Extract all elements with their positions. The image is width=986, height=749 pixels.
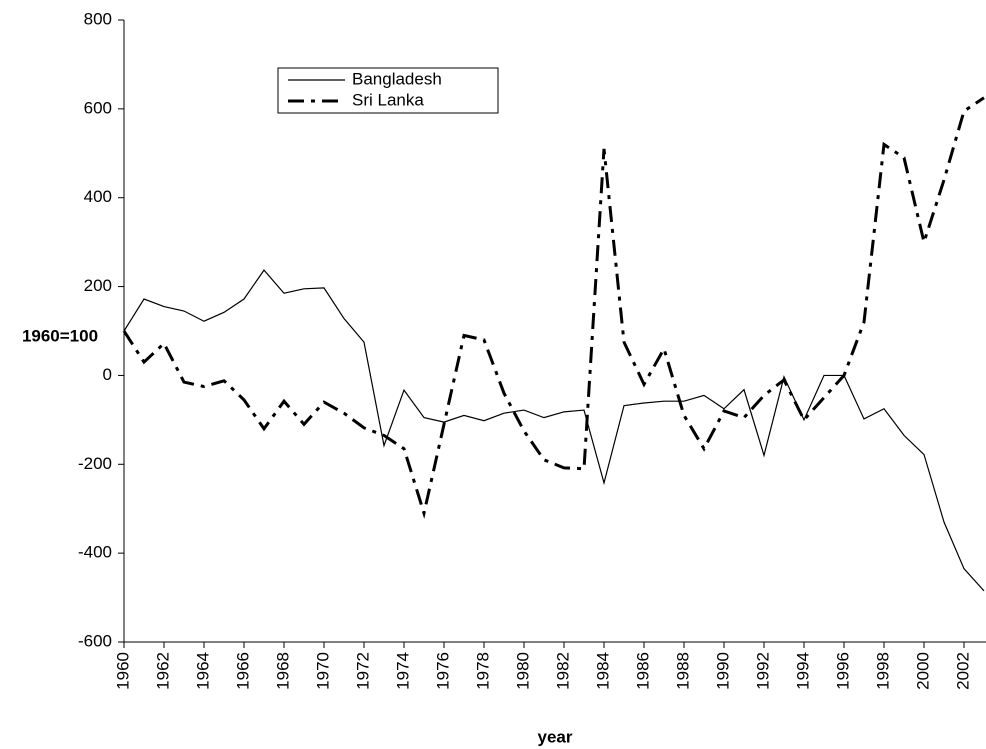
x-tick-label: 1960 bbox=[113, 652, 132, 690]
y-tick-label: -200 bbox=[78, 454, 112, 473]
x-tick-label: 1990 bbox=[713, 652, 732, 690]
x-tick-label: 1988 bbox=[673, 652, 692, 690]
legend-label: Bangladesh bbox=[352, 69, 442, 88]
x-tick-label: 1964 bbox=[193, 652, 212, 690]
x-axis-label: year bbox=[538, 727, 573, 746]
x-tick-label: 1974 bbox=[393, 652, 412, 690]
y-tick-label: 800 bbox=[84, 9, 112, 28]
x-tick-label: 1996 bbox=[833, 652, 852, 690]
y-tick-label: 600 bbox=[84, 98, 112, 117]
x-tick-label: 1994 bbox=[793, 652, 812, 690]
legend-box bbox=[277, 67, 499, 114]
x-tick-label: 1980 bbox=[513, 652, 532, 690]
x-tick-label: 1966 bbox=[233, 652, 252, 690]
x-tick-label: 2000 bbox=[913, 652, 932, 690]
x-tick-label: 1962 bbox=[153, 652, 172, 690]
x-tick-label: 1970 bbox=[313, 652, 332, 690]
x-tick-label: 1978 bbox=[473, 652, 492, 690]
y-tick-label: 400 bbox=[84, 187, 112, 206]
y-tick-label: 0 bbox=[103, 365, 112, 384]
x-tick-label: 1972 bbox=[353, 652, 372, 690]
series-line bbox=[123, 269, 985, 592]
x-tick-label: 2002 bbox=[953, 652, 972, 690]
y-tick-label: -600 bbox=[78, 631, 112, 650]
y-axis-label: 1960=100 bbox=[22, 326, 98, 345]
y-tick-label: 200 bbox=[84, 276, 112, 295]
x-tick-label: 1968 bbox=[273, 652, 292, 690]
x-tick-label: 1976 bbox=[433, 652, 452, 690]
x-tick-label: 1986 bbox=[633, 652, 652, 690]
x-tick-label: 1982 bbox=[553, 652, 572, 690]
x-tick-label: 1984 bbox=[593, 652, 612, 690]
legend-label: Sri Lanka bbox=[352, 90, 424, 109]
x-tick-label: 1998 bbox=[873, 652, 892, 690]
x-tick-label: 1992 bbox=[753, 652, 772, 690]
series-line bbox=[122, 96, 985, 519]
y-tick-label: -400 bbox=[78, 543, 112, 562]
